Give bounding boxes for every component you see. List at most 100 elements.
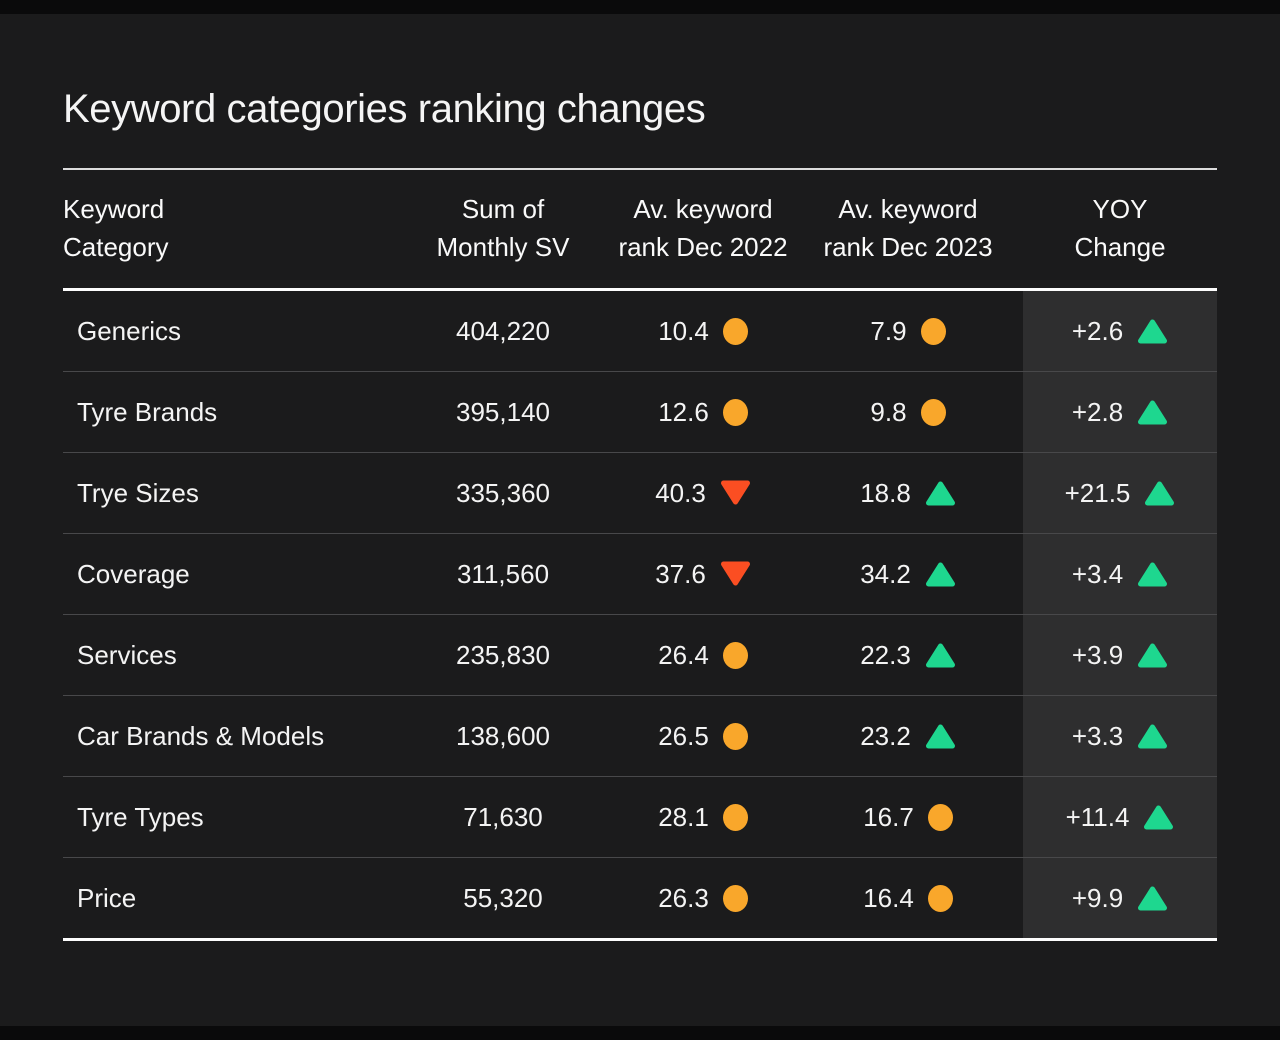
- steady-dot-icon: [920, 398, 946, 426]
- sum-sv-cell: 395,140: [456, 396, 550, 427]
- table-row: Car Brands & Models 138,600 26.5 23.2 +3…: [63, 695, 1217, 776]
- bottom-edge-bar: [0, 1026, 1280, 1040]
- steady-dot-icon: [722, 803, 748, 831]
- table-row: Trye Sizes 335,360 40.3 18.8 +21.5: [63, 452, 1217, 533]
- yoy-change-cell: +9.9: [1023, 858, 1217, 938]
- category-cell: Generics: [77, 315, 182, 346]
- rank-value: 34.2: [860, 558, 911, 589]
- column-header-yoy-change: YOY Change: [1023, 190, 1217, 266]
- up-triangle-icon: [1138, 643, 1168, 668]
- yoy-value: +9.9: [1071, 882, 1124, 913]
- down-triangle-icon: [720, 480, 750, 505]
- sum-sv-cell: 235,830: [456, 639, 550, 670]
- rank-value: 10.4: [658, 315, 709, 346]
- rank-2022-cell: 26.4: [613, 615, 793, 695]
- up-triangle-icon: [925, 481, 955, 506]
- column-header-line: Sum of: [461, 194, 545, 224]
- category-cell: Coverage: [77, 558, 190, 589]
- category-cell: Services: [77, 639, 177, 670]
- rank-value: 16.7: [863, 801, 914, 832]
- yoy-change-cell: +3.9: [1023, 615, 1217, 695]
- rank-2023-cell: 9.8: [793, 372, 1023, 452]
- sum-sv-cell: 138,600: [456, 720, 550, 751]
- up-triangle-icon: [1138, 400, 1168, 425]
- sum-sv-cell: 335,360: [456, 477, 550, 508]
- rank-value: 26.4: [658, 639, 709, 670]
- rank-2023-cell: 23.2: [793, 696, 1023, 776]
- sum-sv-cell: 55,320: [463, 882, 543, 913]
- rank-2022-cell: 26.3: [613, 858, 793, 938]
- rank-value: 40.3: [655, 477, 706, 508]
- rank-value: 9.8: [870, 396, 907, 427]
- ranking-table: Keyword Category Sum of Monthly SV Av. k…: [63, 168, 1217, 941]
- rank-2022-cell: 37.6: [613, 534, 793, 614]
- table-row: Tyre Types 71,630 28.1 16.7 +11.4: [63, 776, 1217, 857]
- steady-dot-icon: [927, 803, 953, 831]
- rank-value: 18.8: [860, 477, 911, 508]
- yoy-value: +3.3: [1071, 720, 1124, 751]
- category-cell: Trye Sizes: [77, 477, 199, 508]
- column-header-line: Category: [63, 232, 169, 262]
- rank-value: 28.1: [658, 801, 709, 832]
- up-triangle-icon: [925, 643, 955, 668]
- table-row: Tyre Brands 395,140 12.6 9.8 +2.8: [63, 371, 1217, 452]
- table-header: Keyword Category Sum of Monthly SV Av. k…: [63, 168, 1217, 291]
- rank-value: 7.9: [870, 315, 907, 346]
- yoy-value: +2.6: [1071, 315, 1124, 346]
- yoy-change-cell: +2.6: [1023, 291, 1217, 371]
- column-header-line: Av. keyword: [633, 194, 773, 224]
- column-header-line: YOY: [1092, 194, 1148, 224]
- rank-2023-cell: 34.2: [793, 534, 1023, 614]
- yoy-change-cell: +3.3: [1023, 696, 1217, 776]
- rank-2023-cell: 7.9: [793, 291, 1023, 371]
- table-row: Price 55,320 26.3 16.4 +9.9: [63, 857, 1217, 938]
- rank-2022-cell: 26.5: [613, 696, 793, 776]
- rank-value: 12.6: [658, 396, 709, 427]
- steady-dot-icon: [722, 722, 748, 750]
- table-body: Generics 404,220 10.4 7.9 +2.6 Tyre Bran…: [63, 291, 1217, 941]
- category-cell: Car Brands & Models: [77, 720, 325, 751]
- category-cell: Tyre Types: [77, 801, 204, 832]
- rank-2022-cell: 12.6: [613, 372, 793, 452]
- sum-sv-cell: 311,560: [456, 558, 550, 589]
- column-header-line: Monthly SV: [436, 232, 570, 262]
- column-header-line: rank Dec 2022: [618, 232, 788, 262]
- rank-2022-cell: 28.1: [613, 777, 793, 857]
- table-row: Services 235,830 26.4 22.3 +3.9: [63, 614, 1217, 695]
- rank-value: 26.3: [658, 882, 709, 913]
- up-triangle-icon: [1138, 562, 1168, 587]
- column-header-rank-2023: Av. keyword rank Dec 2023: [793, 190, 1023, 266]
- rank-2023-cell: 18.8: [793, 453, 1023, 533]
- table-row: Coverage 311,560 37.6 34.2 +3.4: [63, 533, 1217, 614]
- yoy-change-cell: +11.4: [1023, 777, 1217, 857]
- rank-2023-cell: 16.4: [793, 858, 1023, 938]
- sum-sv-cell: 404,220: [456, 315, 550, 346]
- column-header-category: Keyword Category: [63, 190, 393, 266]
- yoy-value: +21.5: [1064, 477, 1131, 508]
- yoy-value: +3.4: [1071, 558, 1124, 589]
- column-header-line: Keyword: [63, 194, 165, 224]
- rank-2023-cell: 16.7: [793, 777, 1023, 857]
- yoy-value: +11.4: [1065, 801, 1130, 832]
- steady-dot-icon: [722, 884, 748, 912]
- rank-value: 16.4: [863, 882, 914, 913]
- column-header-line: Change: [1074, 232, 1166, 262]
- steady-dot-icon: [722, 317, 748, 345]
- up-triangle-icon: [925, 562, 955, 587]
- up-triangle-icon: [1138, 886, 1168, 911]
- column-header-line: rank Dec 2023: [823, 232, 993, 262]
- yoy-value: +3.9: [1071, 639, 1124, 670]
- table-row: Generics 404,220 10.4 7.9 +2.6: [63, 291, 1217, 371]
- steady-dot-icon: [920, 317, 946, 345]
- yoy-change-cell: +3.4: [1023, 534, 1217, 614]
- rank-value: 23.2: [860, 720, 911, 751]
- column-header-rank-2022: Av. keyword rank Dec 2022: [613, 190, 793, 266]
- up-triangle-icon: [1138, 319, 1168, 344]
- steady-dot-icon: [722, 398, 748, 426]
- sum-sv-cell: 71,630: [463, 801, 543, 832]
- category-cell: Price: [77, 882, 137, 913]
- up-triangle-icon: [1144, 805, 1174, 830]
- yoy-value: +2.8: [1071, 396, 1124, 427]
- report-page: Keyword categories ranking changes Keywo…: [63, 87, 1217, 941]
- category-cell: Tyre Brands: [77, 396, 218, 427]
